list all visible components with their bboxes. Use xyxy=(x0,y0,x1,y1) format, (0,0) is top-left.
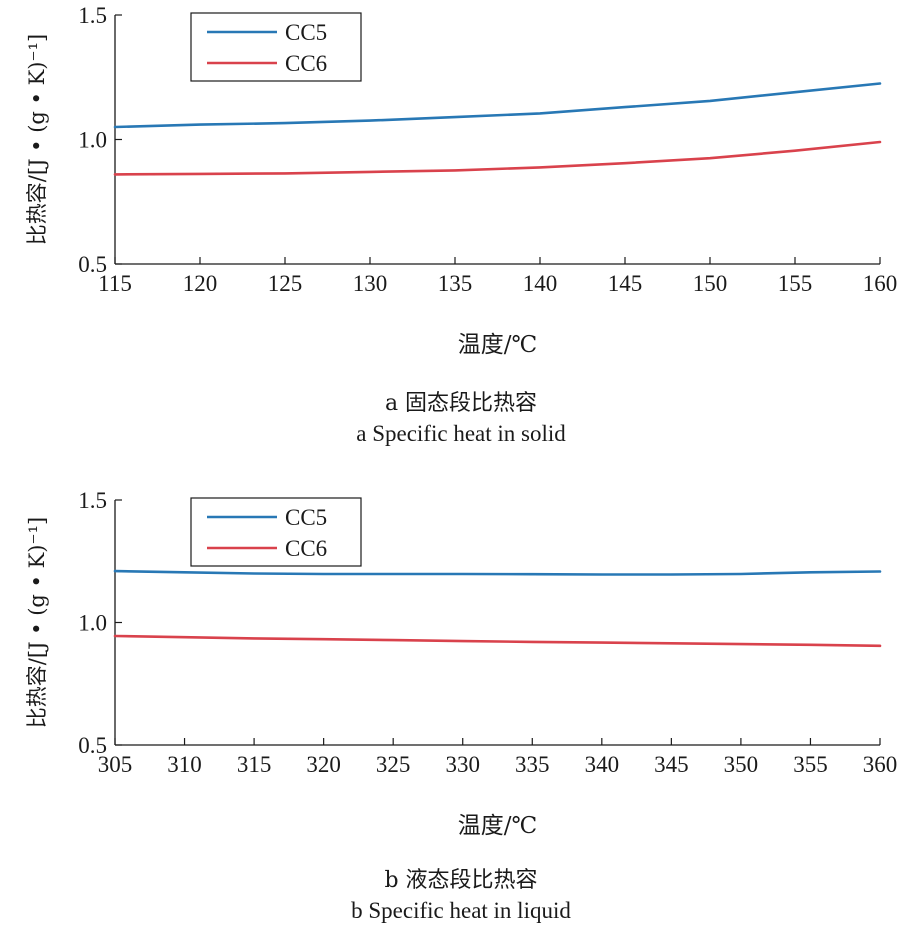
x-tick-label: 305 xyxy=(98,752,133,777)
x-tick-label: 350 xyxy=(724,752,759,777)
x-tick-label: 150 xyxy=(693,271,728,296)
y-tick-label: 0.5 xyxy=(78,252,107,277)
y-axis-label: 比热容/[J • (g • K)⁻¹] xyxy=(25,517,49,728)
chart-panel-b: 305 310 315 320 325 330 335 340 345 350 355 360 0.5 1… xyxy=(0,466,922,933)
y-tick-label: 1.0 xyxy=(78,128,107,153)
y-tick-label: 0.5 xyxy=(78,733,107,758)
y-tick-label: 1.0 xyxy=(78,611,107,636)
y-tick-label: 1.5 xyxy=(78,3,107,28)
x-tick-label: 130 xyxy=(353,271,388,296)
x-tick-label: 320 xyxy=(306,752,341,777)
legend-label-cc5: CC5 xyxy=(285,20,327,45)
x-tick-label: 345 xyxy=(654,752,689,777)
x-tick-label: 155 xyxy=(778,271,813,296)
series-line-cc6 xyxy=(113,634,882,648)
series-line-cc6 xyxy=(113,140,882,176)
legend-label-cc6: CC6 xyxy=(285,536,327,561)
y-tick-label: 1.5 xyxy=(78,488,107,513)
caption-en-a: a Specific heat in solid xyxy=(356,421,566,446)
legend-label-cc5: CC5 xyxy=(285,505,327,530)
x-tick-label: 355 xyxy=(793,752,828,777)
x-tick-label: 135 xyxy=(438,271,473,296)
series-line-cc5 xyxy=(113,569,882,576)
x-tick-label: 120 xyxy=(183,271,218,296)
x-tick-label: 145 xyxy=(608,271,643,296)
x-tick-label: 325 xyxy=(376,752,411,777)
x-tick-label: 340 xyxy=(585,752,620,777)
chart-b: 305 310 315 320 325 330 335 340 345 350 355 360 0.5 1… xyxy=(25,488,898,839)
y-axis-label: 比热容/[J • (g • K)⁻¹] xyxy=(25,34,49,245)
chart-panel-a: 115 120 125 130 135 140 145 150 155 160 0.5 1.0 1.5 C… xyxy=(0,0,922,466)
x-tick-label: 330 xyxy=(445,752,480,777)
caption-cn-b: b 液态段比热容 xyxy=(384,868,538,893)
x-axis-label: 温度/℃ xyxy=(458,332,537,358)
series-line-cc5 xyxy=(113,82,882,129)
x-tick-label: 335 xyxy=(515,752,550,777)
x-tick-label: 315 xyxy=(237,752,272,777)
caption-en-b: b Specific heat in liquid xyxy=(351,898,571,923)
legend-label-cc6: CC6 xyxy=(285,51,327,76)
caption-cn-a: a 固态段比热容 xyxy=(384,391,538,416)
x-tick-label: 310 xyxy=(167,752,202,777)
x-tick-label: 360 xyxy=(863,752,898,777)
legend-box xyxy=(190,497,362,567)
chart-a: 115 120 125 130 135 140 145 150 155 160 0.5 1.0 1.5 C… xyxy=(25,3,898,358)
legend-box xyxy=(190,12,362,82)
x-tick-label: 115 xyxy=(98,271,132,296)
x-tick-label: 160 xyxy=(863,271,898,296)
x-axis-label: 温度/℃ xyxy=(458,813,537,839)
x-tick-label: 140 xyxy=(523,271,558,296)
x-tick-label: 125 xyxy=(268,271,303,296)
